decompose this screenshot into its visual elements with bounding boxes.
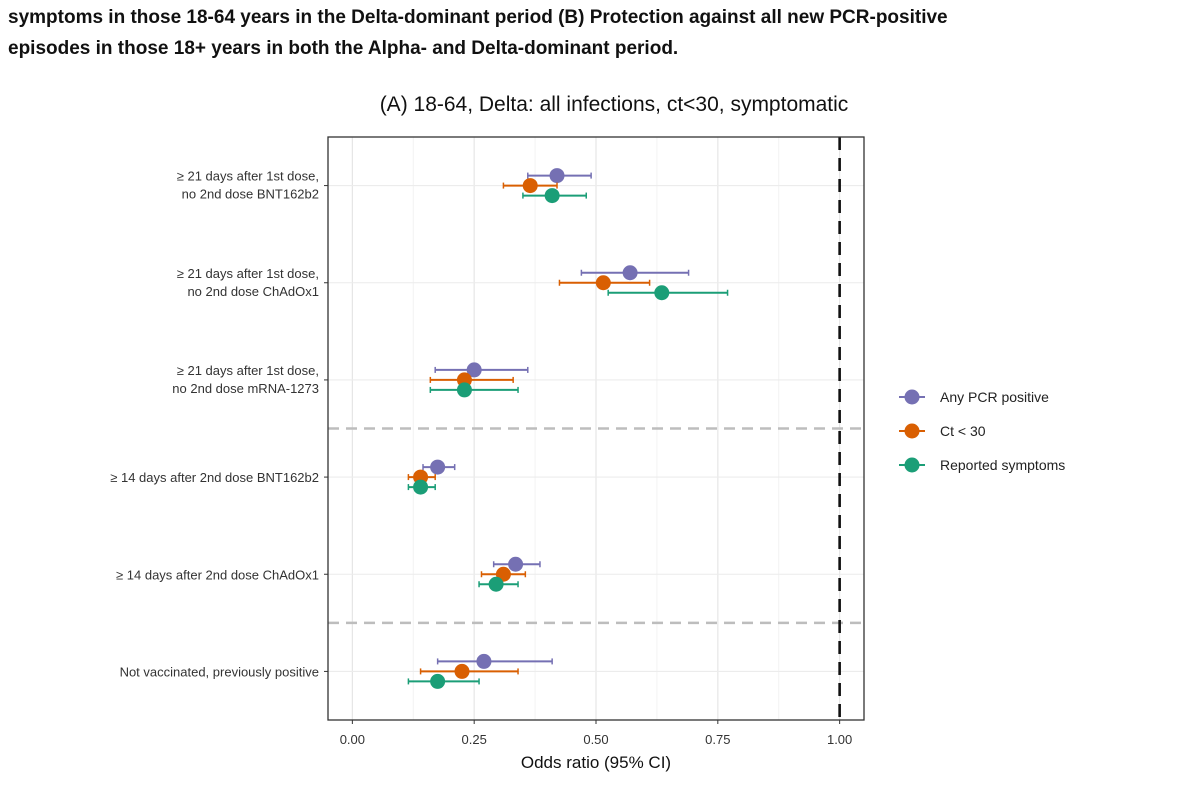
data-point xyxy=(522,178,538,194)
data-point xyxy=(508,556,524,572)
caption-line-1: symptoms in those 18-64 years in the Del… xyxy=(8,7,948,28)
data-point xyxy=(654,285,670,301)
data-point xyxy=(549,168,565,184)
y-tick-label: Not vaccinated, previously positive xyxy=(120,664,319,679)
x-tick-label: 0.75 xyxy=(705,732,730,747)
x-tick-label: 0.00 xyxy=(340,732,365,747)
legend: Any PCR positive Ct < 30 Reported symptoms xyxy=(899,389,1065,473)
data-point xyxy=(622,265,638,281)
figure-caption: symptoms in those 18-64 years in the Del… xyxy=(8,2,1188,64)
legend-label: Reported symptoms xyxy=(940,457,1065,473)
legend-key-point xyxy=(904,389,920,405)
data-point xyxy=(454,663,470,679)
y-tick-label: ≥ 21 days after 1st dose, xyxy=(177,363,319,378)
legend-label: Any PCR positive xyxy=(940,389,1049,405)
data-point xyxy=(544,188,560,204)
plot-area: ≥ 21 days after 1st dose, no 2nd dose BNT… xyxy=(110,136,865,747)
data-point xyxy=(413,479,429,495)
data-point xyxy=(466,362,482,378)
chart-title: (A) 18-64, Delta: all infections, ct<30,… xyxy=(380,93,849,116)
legend-key-point xyxy=(904,423,920,439)
caption-line-2: episodes in those 18+ years in both the … xyxy=(8,38,679,59)
data-point xyxy=(488,576,504,592)
legend-key-point xyxy=(904,457,920,473)
y-tick-label: ≥ 21 days after 1st dose, xyxy=(177,266,319,281)
data-point xyxy=(456,382,472,398)
y-tick-label: ≥ 14 days after 2nd dose ChAdOx1 xyxy=(116,567,319,582)
data-point xyxy=(430,459,446,475)
x-tick-label: 0.25 xyxy=(462,732,487,747)
data-point xyxy=(476,653,492,669)
y-tick-label: ≥ 14 days after 2nd dose BNT162b2 xyxy=(110,470,319,485)
legend-label: Ct < 30 xyxy=(940,423,986,439)
y-tick-label: no 2nd dose ChAdOx1 xyxy=(187,284,319,299)
x-tick-label: 1.00 xyxy=(827,732,852,747)
x-axis-label: Odds ratio (95% CI) xyxy=(521,753,671,772)
data-point xyxy=(430,673,446,689)
data-point xyxy=(595,275,611,291)
y-tick-label: no 2nd dose mRNA-1273 xyxy=(172,381,319,396)
x-tick-label: 0.50 xyxy=(583,732,608,747)
y-tick-label: no 2nd dose BNT162b2 xyxy=(182,187,319,202)
y-tick-label: ≥ 21 days after 1st dose, xyxy=(177,169,319,184)
